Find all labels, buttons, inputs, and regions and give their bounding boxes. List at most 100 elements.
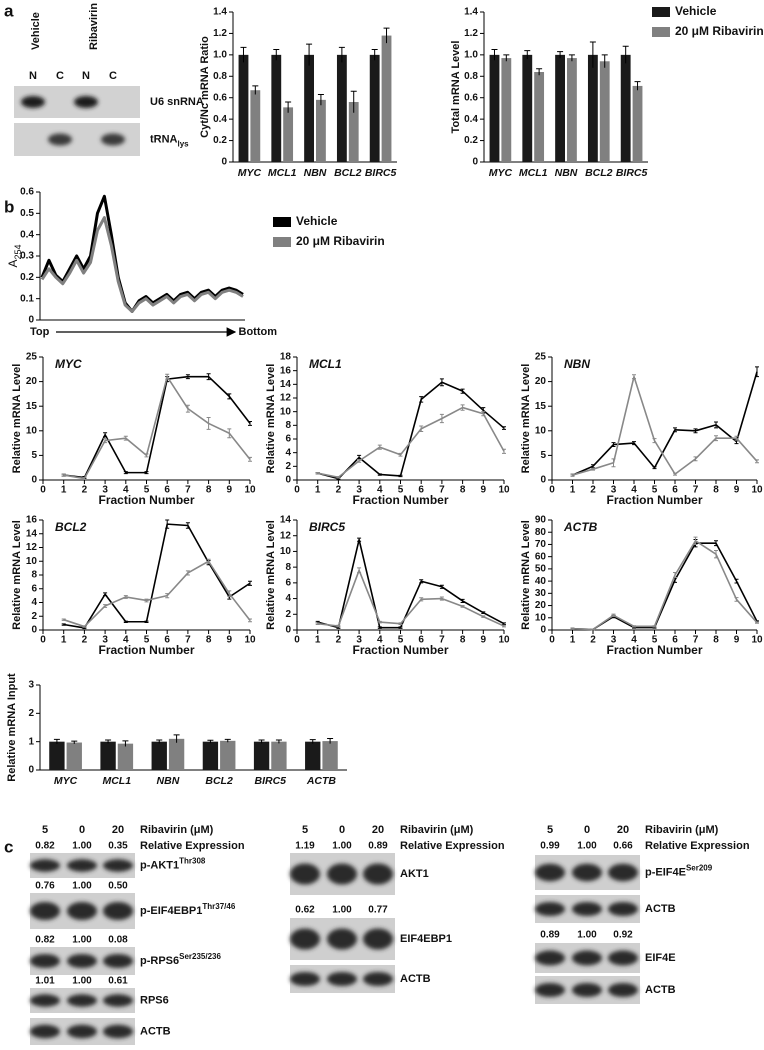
y-tick-label: 90 [535, 515, 547, 526]
x-tick-label: 2 [336, 485, 342, 496]
error-bar [227, 590, 232, 597]
x-tick-label: MYC [489, 167, 513, 179]
line [63, 523, 251, 629]
error-bar [460, 388, 465, 394]
y-tick-label: 0 [285, 625, 291, 636]
y-tick-label: 6 [285, 577, 291, 588]
band [327, 928, 357, 950]
x-tick-label: 3 [102, 485, 108, 496]
x-tick-label: 0 [294, 635, 300, 646]
error-bar [673, 472, 677, 476]
x-tick-label: 7 [693, 635, 699, 646]
y-axis-label: Cyt/Nc mRNA Ratio [199, 36, 211, 138]
lane-title: Ribavirin (μM) [645, 824, 719, 836]
error-bar [632, 374, 636, 380]
x-tick-label: 6 [164, 635, 170, 646]
expression-value: 1.00 [332, 841, 352, 852]
x-tick-label: 1 [61, 635, 67, 646]
line [317, 381, 505, 480]
blot-label-text: p-RPS6 [140, 955, 179, 967]
lane-label: 5 [302, 824, 308, 836]
x-tick-label: 0 [40, 485, 46, 496]
error-bar [714, 435, 718, 442]
error-bar [248, 580, 252, 586]
y-tick-label: 1.2 [464, 28, 478, 39]
error-bar [419, 579, 424, 584]
error-bar [371, 49, 378, 61]
bar [534, 72, 545, 162]
blot-label-text: AKT1 [400, 868, 429, 880]
lane-group-label: Vehicle [30, 12, 42, 50]
y-tick-label: 0.4 [213, 114, 227, 125]
band [535, 983, 565, 997]
lane-label: N [29, 70, 37, 82]
chart-title: NBN [564, 357, 590, 371]
chart-title: BIRC5 [309, 520, 345, 534]
error-bar [693, 536, 698, 545]
error-bar [123, 435, 128, 441]
error-bar [315, 471, 320, 475]
expression-value: 0.61 [108, 976, 128, 987]
error-bar [591, 467, 595, 471]
x-tick-label: 3 [102, 635, 108, 646]
error-bar [611, 613, 616, 618]
blot-label-text: ACTB [645, 903, 676, 915]
line [317, 406, 505, 479]
error-bar [227, 428, 232, 439]
x-tick-label: 3 [356, 635, 362, 646]
band [290, 972, 320, 986]
y-tick-label: 14 [26, 528, 38, 539]
band [572, 902, 602, 916]
x-axis-label: Fraction Number [98, 643, 194, 657]
x-tick-label: 6 [672, 635, 678, 646]
bar [100, 741, 116, 770]
line [572, 539, 758, 631]
band [67, 994, 97, 1007]
x-tick-label: NBN [304, 167, 327, 179]
x-tick-label: 10 [751, 635, 763, 646]
band [290, 928, 320, 950]
error-bar [165, 593, 170, 599]
y-tick-label: 6 [31, 583, 37, 594]
blot-label: tRNAlys [150, 133, 189, 148]
band [363, 863, 393, 885]
error-bar [755, 459, 759, 464]
x-tick-label: BIRC5 [616, 167, 648, 179]
line [40, 216, 244, 313]
y-tick-label: 0.6 [213, 92, 227, 103]
x-tick-label: 10 [498, 485, 510, 496]
error-bar [634, 81, 641, 91]
band [67, 954, 97, 968]
x-tick-label: 9 [227, 635, 233, 646]
bar [304, 54, 314, 162]
error-bar [755, 621, 759, 624]
bar [369, 54, 380, 162]
error-bar [206, 417, 211, 430]
x-tick-label: 8 [713, 485, 719, 496]
y-tick-label: 14 [280, 379, 292, 390]
y-axis-label: Total mRNA Level [450, 41, 462, 134]
x-tick-label: 9 [481, 485, 487, 496]
x-tick-label: 5 [398, 635, 404, 646]
expression-value: 1.00 [72, 881, 92, 892]
band [103, 859, 133, 872]
error-bar [611, 458, 616, 468]
lane-label: 20 [617, 824, 629, 836]
y-tick-label: 2 [28, 708, 34, 719]
band [572, 950, 602, 966]
y-axis-label: Relative mRNA Input [6, 673, 18, 782]
line [317, 538, 505, 629]
x-tick-label: 0 [549, 635, 555, 646]
bar [336, 54, 347, 162]
y-tick-label: 40 [535, 576, 547, 587]
band [74, 96, 98, 108]
y-tick-label: 0.8 [213, 71, 227, 82]
band [535, 863, 565, 882]
y-tick-label: 2 [285, 609, 291, 620]
lane-group-label: Ribavirin [88, 3, 100, 50]
line [572, 375, 758, 476]
legend-swatch [652, 27, 670, 37]
error-bar [734, 578, 739, 584]
bar [238, 54, 249, 162]
x-tick-label: BIRC5 [254, 775, 286, 787]
